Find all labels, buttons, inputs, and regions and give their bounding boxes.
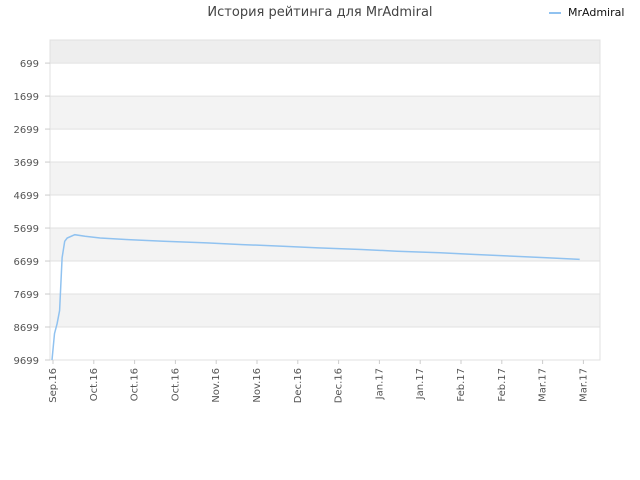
legend[interactable]: MrAdmiral	[549, 6, 624, 19]
x-tick-label: Mar.17	[578, 368, 589, 402]
x-tick-label: Mar.17	[538, 368, 549, 402]
x-tick-label: Dec.16	[293, 368, 304, 403]
plot-band	[50, 195, 600, 229]
plot-band	[50, 261, 600, 295]
y-tick-label: 5699	[14, 224, 39, 235]
x-tick-label: Feb.17	[456, 368, 467, 402]
x-tick-label: Dec.16	[334, 368, 345, 403]
plot-band	[50, 63, 600, 97]
x-tick-label: Jan.17	[374, 368, 385, 400]
plot-band	[50, 162, 600, 196]
y-tick-label: 6699	[14, 257, 39, 268]
y-tick-label: 3699	[14, 158, 39, 169]
plot-band	[50, 40, 600, 64]
y-tick-label: 4699	[14, 191, 39, 202]
y-tick-label: 2699	[14, 125, 39, 136]
x-tick-label: Nov.16	[211, 368, 222, 403]
x-tick-label: Oct.16	[89, 368, 100, 401]
x-tick-label: Oct.16	[130, 368, 141, 401]
plot-band	[50, 294, 600, 328]
plot-border	[49, 39, 601, 361]
plot-band	[50, 129, 600, 163]
y-tick-label: 1699	[14, 92, 39, 103]
x-tick-label: Sep.16	[48, 368, 59, 403]
legend-swatch	[549, 11, 561, 14]
y-tick-label: 9699	[14, 356, 39, 367]
plot-band	[50, 96, 600, 130]
x-tick-label: Feb.17	[497, 368, 508, 402]
y-tick-label: 8699	[14, 323, 39, 334]
chart-title: История рейтинга для MrAdmiral	[207, 5, 433, 20]
x-tick-label: Nov.16	[252, 368, 263, 403]
y-tick-label: 699	[20, 59, 39, 70]
y-tick-label: 7699	[14, 290, 39, 301]
legend-label: MrAdmiral	[568, 6, 625, 19]
x-tick-label: Oct.16	[170, 368, 181, 401]
x-tick-label: Jan.17	[415, 368, 426, 400]
plot-band	[50, 327, 600, 360]
series-line	[51, 233, 580, 361]
